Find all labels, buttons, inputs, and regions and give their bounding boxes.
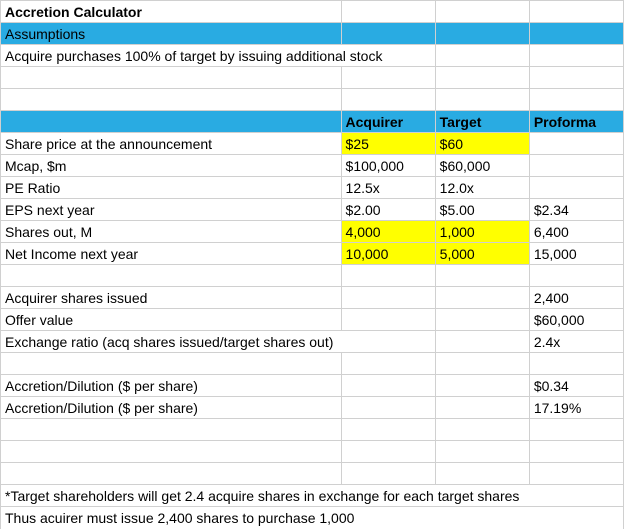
label: Share price at the announcement <box>1 133 342 155</box>
value-acquirer: 4,000 <box>341 221 435 243</box>
label: Accretion/Dilution ($ per share) <box>1 397 342 419</box>
accretion-table: Accretion Calculator Assumptions Acquire… <box>0 0 624 529</box>
value-acquirer: $25 <box>341 133 435 155</box>
label: Net Income next year <box>1 243 342 265</box>
value-acquirer: 10,000 <box>341 243 435 265</box>
blank-row <box>1 463 624 485</box>
assumption-text-row: Acquire purchases 100% of target by issu… <box>1 45 624 67</box>
value-target: $5.00 <box>435 199 529 221</box>
label: Offer value <box>1 309 342 331</box>
label: Mcap, $m <box>1 155 342 177</box>
label: PE Ratio <box>1 177 342 199</box>
blank-row <box>1 265 624 287</box>
blank-row <box>1 89 624 111</box>
value-proforma: 17.19% <box>529 397 623 419</box>
label: EPS next year <box>1 199 342 221</box>
value-proforma <box>529 133 623 155</box>
value-acquirer: 12.5x <box>341 177 435 199</box>
value-proforma: $2.34 <box>529 199 623 221</box>
value-proforma: $60,000 <box>529 309 623 331</box>
footnote-2: Thus acuirer must issue 2,400 shares to … <box>1 507 624 529</box>
blank-row <box>1 353 624 375</box>
row-net-income: Net Income next year 10,000 5,000 15,000 <box>1 243 624 265</box>
label: Accretion/Dilution ($ per share) <box>1 375 342 397</box>
label: Shares out, M <box>1 221 342 243</box>
blank-row <box>1 441 624 463</box>
footnote-row-1: *Target shareholders will get 2.4 acquir… <box>1 485 624 507</box>
label: Exchange ratio (acq shares issued/target… <box>1 331 436 353</box>
footnote-row-2: Thus acuirer must issue 2,400 shares to … <box>1 507 624 529</box>
value-target: $60 <box>435 133 529 155</box>
row-shares-out: Shares out, M 4,000 1,000 6,400 <box>1 221 624 243</box>
value-target: $60,000 <box>435 155 529 177</box>
value-target: 1,000 <box>435 221 529 243</box>
value-acquirer: $2.00 <box>341 199 435 221</box>
col-acquirer: Acquirer <box>341 111 435 133</box>
value-proforma: 15,000 <box>529 243 623 265</box>
row-exchange-ratio: Exchange ratio (acq shares issued/target… <box>1 331 624 353</box>
assumption-text: Acquire purchases 100% of target by issu… <box>1 45 436 67</box>
value-proforma <box>529 177 623 199</box>
blank-row <box>1 419 624 441</box>
title-row: Accretion Calculator <box>1 1 624 23</box>
value-proforma <box>529 155 623 177</box>
title-cell: Accretion Calculator <box>1 1 342 23</box>
assumptions-header: Assumptions <box>1 23 342 45</box>
row-pe-ratio: PE Ratio 12.5x 12.0x <box>1 177 624 199</box>
row-mcap: Mcap, $m $100,000 $60,000 <box>1 155 624 177</box>
col-proforma: Proforma <box>529 111 623 133</box>
assumptions-header-row: Assumptions <box>1 23 624 45</box>
row-share-price: Share price at the announcement $25 $60 <box>1 133 624 155</box>
row-accretion-dollar: Accretion/Dilution ($ per share) $0.34 <box>1 375 624 397</box>
value-target: 12.0x <box>435 177 529 199</box>
value-proforma: 6,400 <box>529 221 623 243</box>
value-proforma: 2,400 <box>529 287 623 309</box>
row-offer-value: Offer value $60,000 <box>1 309 624 331</box>
footnote-1: *Target shareholders will get 2.4 acquir… <box>1 485 624 507</box>
row-accretion-pct: Accretion/Dilution ($ per share) 17.19% <box>1 397 624 419</box>
blank-row <box>1 67 624 89</box>
value-acquirer: $100,000 <box>341 155 435 177</box>
value-target: 5,000 <box>435 243 529 265</box>
col-target: Target <box>435 111 529 133</box>
value-proforma: $0.34 <box>529 375 623 397</box>
row-eps: EPS next year $2.00 $5.00 $2.34 <box>1 199 624 221</box>
column-header-row: Acquirer Target Proforma <box>1 111 624 133</box>
value-proforma: 2.4x <box>529 331 623 353</box>
label: Acquirer shares issued <box>1 287 342 309</box>
row-acq-shares-issued: Acquirer shares issued 2,400 <box>1 287 624 309</box>
